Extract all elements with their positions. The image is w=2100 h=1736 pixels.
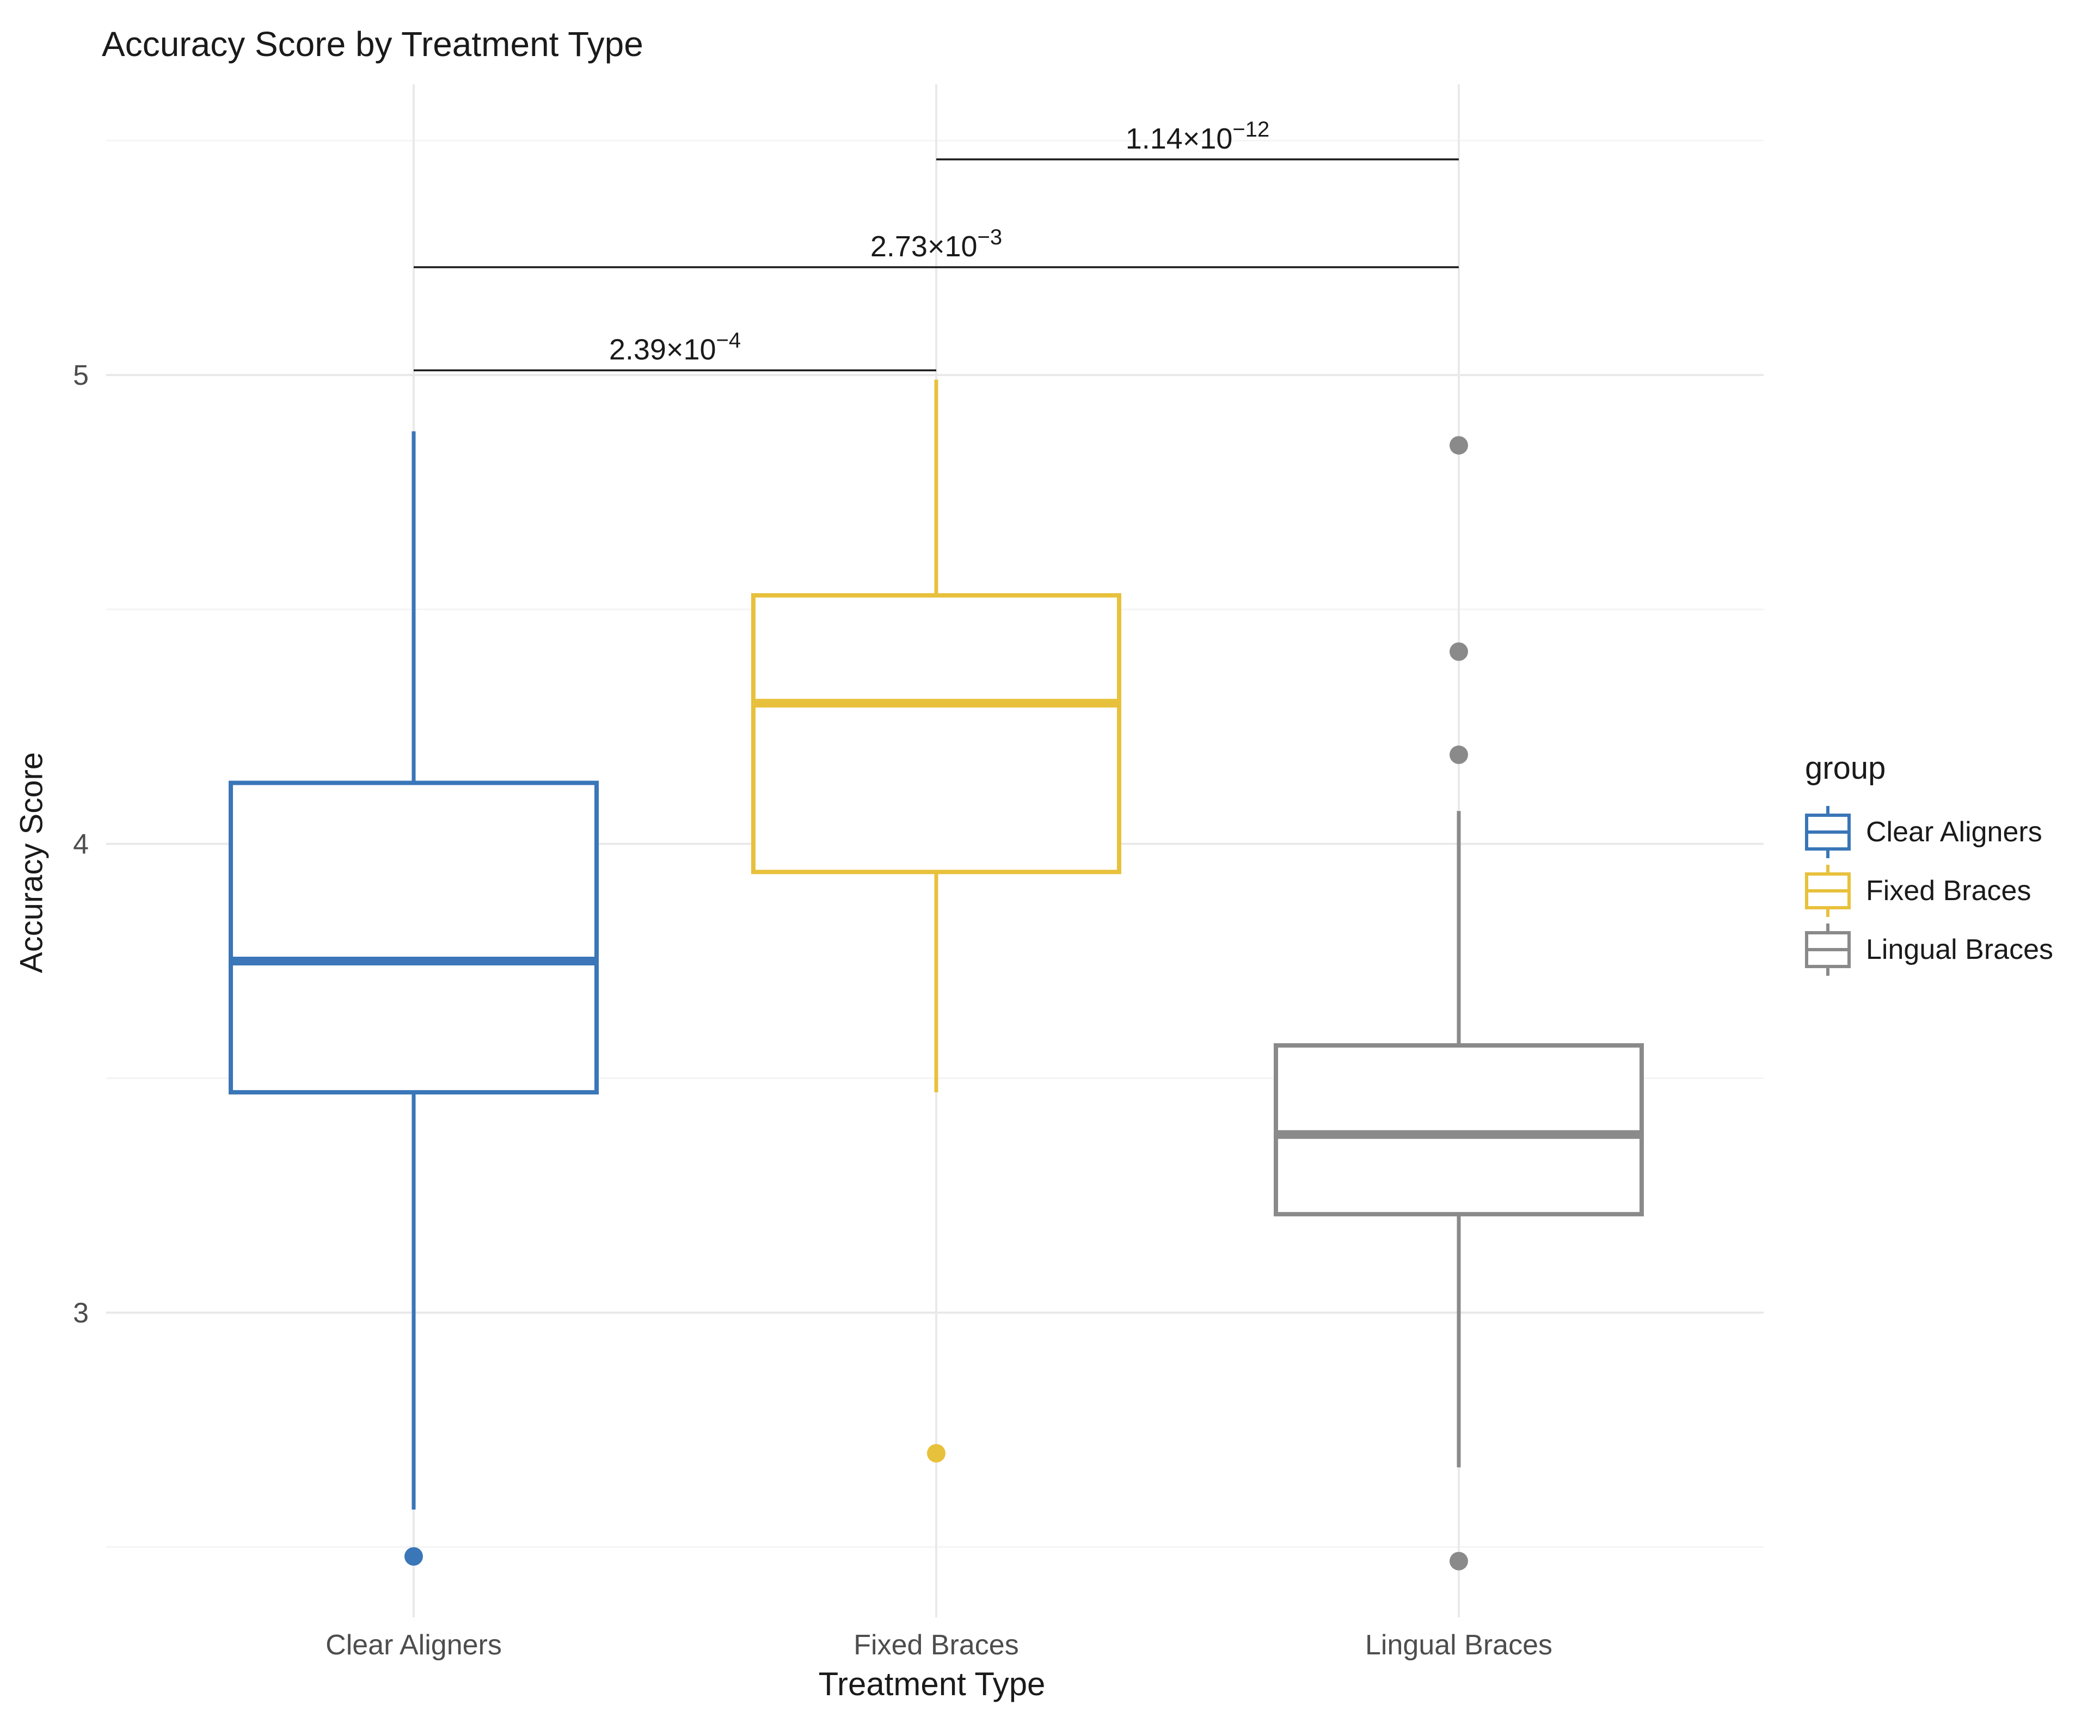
- y-tick-labels: 3 4 5: [73, 360, 89, 1329]
- boxplot-clear-aligners: [229, 431, 599, 1566]
- legend-entry-fixed-braces: Fixed Braces: [1803, 864, 2053, 918]
- outlier-point: [1450, 642, 1468, 661]
- boxplot-key-icon: [1805, 865, 1851, 917]
- outlier-point: [1450, 1552, 1468, 1571]
- legend-entry-label: Fixed Braces: [1866, 875, 2031, 907]
- chart-title: Accuracy Score by Treatment Type: [102, 24, 643, 64]
- legend: group Clear Aligners Fixed Braces Lingual …: [1803, 750, 2053, 981]
- y-tick-label: 5: [73, 360, 89, 391]
- y-tick-label: 3: [73, 1297, 89, 1329]
- boxplot-key-icon: [1805, 806, 1851, 858]
- significance-label: 1.14×10−12: [1126, 118, 1270, 155]
- outlier-point: [1450, 436, 1468, 455]
- significance-brackets: 2.39×10−4 2.73×10−3 1.14×10−12: [414, 118, 1459, 372]
- x-tick-label-lingual-braces: Lingual Braces: [1365, 1629, 1552, 1661]
- legend-entries: Clear Aligners Fixed Braces Lingual Braces: [1803, 805, 2053, 981]
- y-axis-title: Accuracy Score: [14, 752, 50, 974]
- box-rect: [751, 593, 1121, 875]
- outlier-point: [404, 1547, 423, 1566]
- x-tick-labels: Clear Aligners Fixed Braces Lingual Braces: [326, 1629, 1552, 1661]
- legend-entry-label: Clear Aligners: [1866, 816, 2042, 848]
- box-rect: [1274, 1043, 1644, 1217]
- x-tick-label-fixed-braces: Fixed Braces: [853, 1629, 1018, 1661]
- box-rect: [229, 780, 599, 1095]
- boxplot-fixed-braces: [751, 379, 1121, 1463]
- outlier-point: [1450, 745, 1468, 764]
- legend-entry-label: Lingual Braces: [1866, 934, 2053, 965]
- boxplot-lingual-braces: [1274, 436, 1644, 1571]
- outlier-point: [927, 1444, 945, 1463]
- significance-label: 2.39×10−4: [609, 328, 741, 366]
- boxplot-key-icon: [1805, 924, 1851, 976]
- legend-title: group: [1805, 750, 1886, 786]
- legend-entry-clear-aligners: Clear Aligners: [1803, 805, 2053, 859]
- x-axis-title: Treatment Type: [818, 1666, 1046, 1702]
- x-tick-label-clear-aligners: Clear Aligners: [326, 1629, 502, 1661]
- y-tick-label: 4: [73, 829, 89, 860]
- legend-entry-lingual-braces: Lingual Braces: [1803, 922, 2053, 977]
- significance-label: 2.73×10−3: [870, 225, 1002, 263]
